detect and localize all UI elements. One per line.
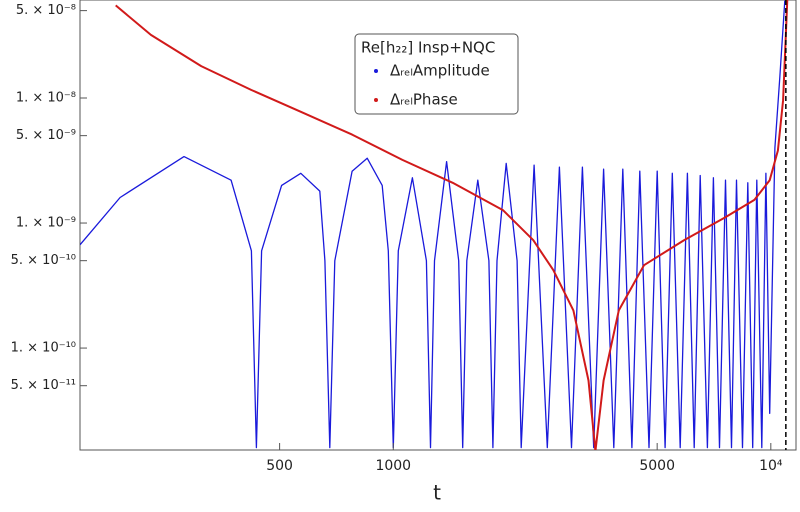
- y-tick-label: 5. × 10⁻⁸: [16, 3, 76, 18]
- x-tick-label: 500: [266, 458, 293, 474]
- series-line: [80, 0, 786, 449]
- x-axis-label: t: [433, 481, 441, 505]
- series-line: [115, 0, 789, 450]
- legend-box: [354, 33, 519, 115]
- plot-area: [80, 0, 789, 450]
- y-tick-label: 1. × 10⁻⁹: [16, 216, 76, 231]
- legend-label: ΔᵣₑₗAmplitude: [390, 62, 490, 80]
- y-tick-label: 1. × 10⁻⁸: [16, 91, 76, 106]
- plot-frame: [79, 0, 797, 451]
- legend-label: ΔᵣₑₗPhase: [390, 91, 458, 109]
- x-tick-label: 5000: [639, 458, 675, 474]
- y-tick-label: 5. × 10⁻⁹: [16, 128, 76, 143]
- y-tick-label: 1. × 10⁻¹⁰: [11, 341, 76, 356]
- y-tick-label: 5. × 10⁻¹⁰: [11, 253, 76, 268]
- legend-marker: [374, 98, 378, 102]
- x-tick-label: 10⁴: [759, 458, 783, 474]
- x-tick-label: 1000: [375, 458, 411, 474]
- y-tick-label: 5. × 10⁻¹¹: [11, 378, 76, 393]
- legend-title: Re[h₂₂] Insp+NQC: [361, 39, 495, 57]
- legend-marker: [374, 69, 378, 73]
